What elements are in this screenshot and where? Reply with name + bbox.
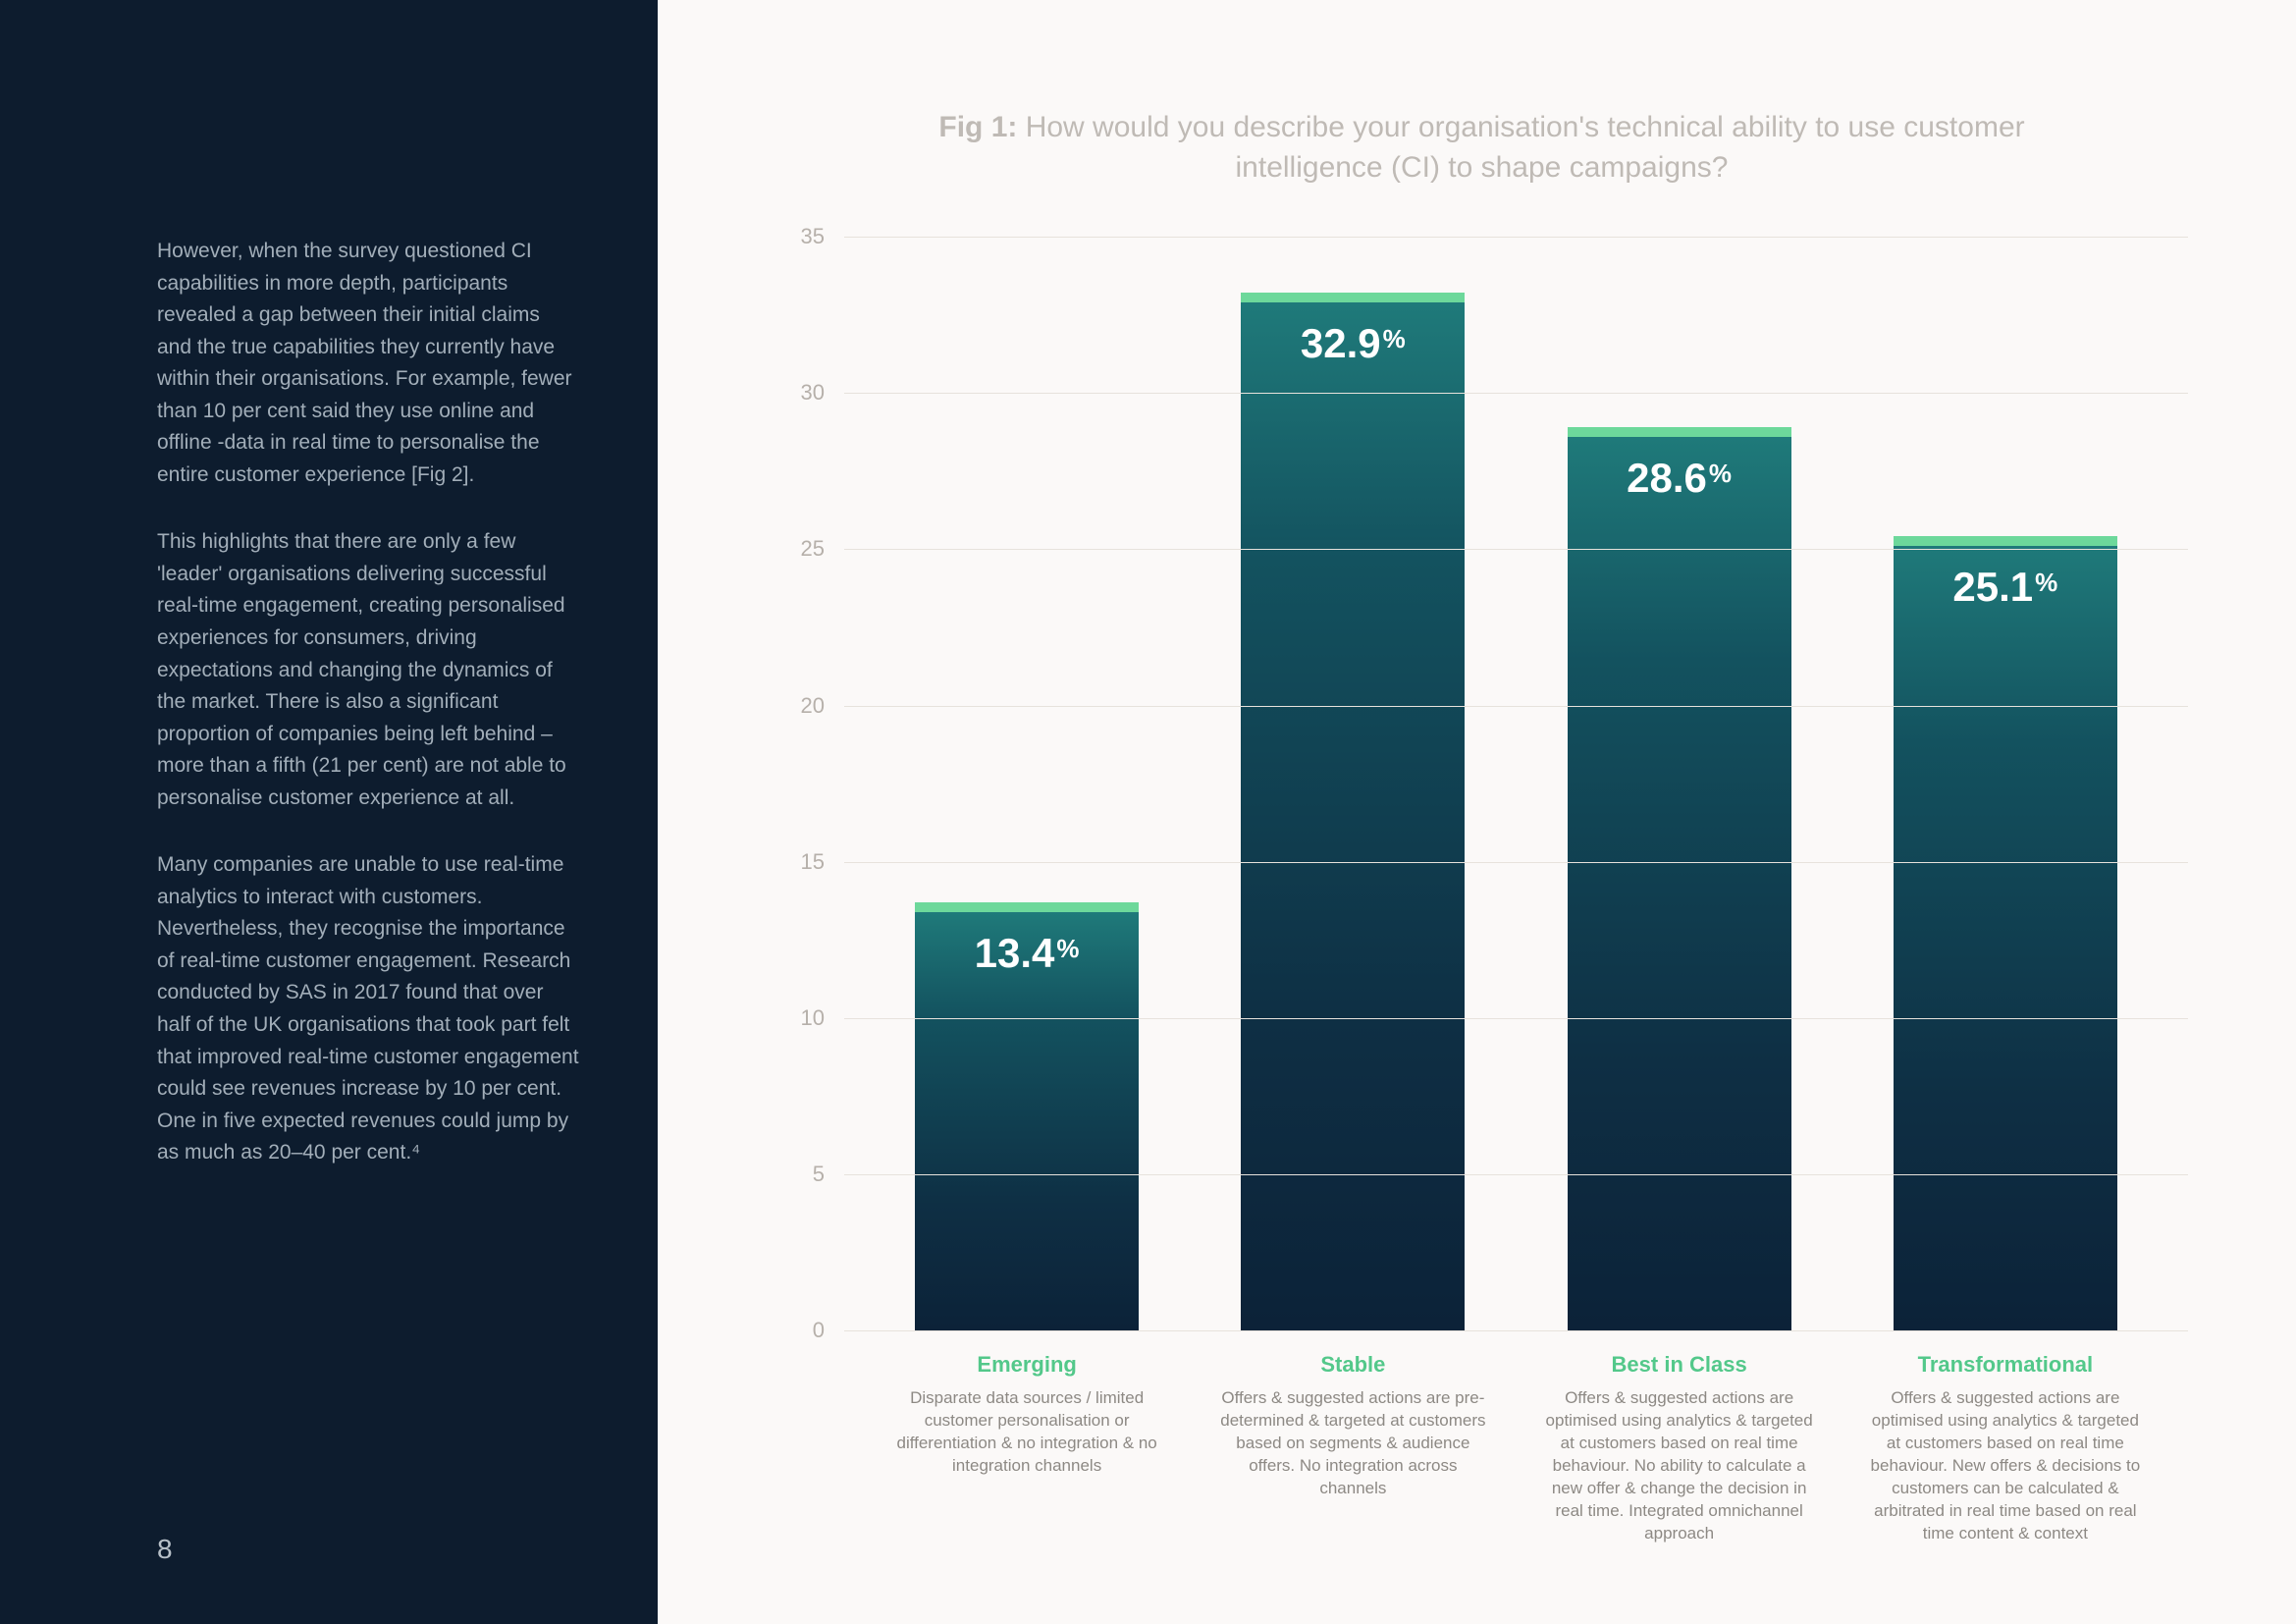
x-category: Emerging Disparate data sources / limited… [883,1352,1170,1545]
bar-value-label: 25.1% [1894,564,2117,611]
category-title: Best in Class [1535,1352,1822,1378]
gridline [844,1330,2188,1331]
x-category: Best in Class Offers & suggested actions … [1535,1352,1822,1545]
report-page: However, when the survey questioned CI c… [0,0,2296,1624]
bars-container: 13.4% 32.9% 28.6% 25.1% [844,237,2188,1330]
y-tick-label: 0 [813,1318,825,1343]
paragraph-2: This highlights that there are only a fe… [157,526,579,814]
y-tick-label: 5 [813,1162,825,1187]
category-title: Stable [1209,1352,1496,1378]
figure-panel: Fig 1: How would you describe your organ… [658,0,2296,1624]
x-category: Stable Offers & suggested actions are pre… [1209,1352,1496,1545]
bar: 13.4% [915,912,1139,1331]
y-tick-label: 15 [801,849,825,875]
category-title: Emerging [883,1352,1170,1378]
paragraph-3: Many companies are unable to use real-ti… [157,849,579,1168]
bar-column: 28.6% [1535,237,1822,1330]
bar: 28.6% [1568,437,1791,1331]
gridline [844,1018,2188,1019]
gridline [844,862,2188,863]
bar: 32.9% [1241,302,1465,1331]
category-description: Offers & suggested actions are pre-deter… [1209,1387,1496,1500]
bar-value-label: 28.6% [1568,455,1791,502]
figure-title: Fig 1: How would you describe your organ… [775,108,2188,188]
gridline [844,706,2188,707]
gridline [844,237,2188,238]
bar-cap [1241,293,1465,302]
y-axis: 05101520253035 [775,237,844,1330]
category-description: Disparate data sources / limited custome… [883,1387,1170,1478]
page-number: 8 [157,1534,579,1565]
bar-value-label: 13.4% [915,930,1139,977]
y-tick-label: 25 [801,536,825,562]
bar: 25.1% [1894,546,2117,1330]
category-description: Offers & suggested actions are optimised… [1862,1387,2149,1545]
body-text-block: However, when the survey questioned CI c… [157,236,579,1205]
bar-cap [1894,536,2117,546]
gridline [844,549,2188,550]
bar-value-label: 32.9% [1241,320,1465,367]
gridline [844,393,2188,394]
gridline [844,1174,2188,1175]
paragraph-1: However, when the survey questioned CI c… [157,236,579,491]
bar-column: 13.4% [883,237,1170,1330]
figure-title-text: How would you describe your organisation… [1017,111,2024,184]
bar-column: 25.1% [1862,237,2149,1330]
y-tick-label: 10 [801,1005,825,1031]
left-sidebar-panel: However, when the survey questioned CI c… [0,0,658,1624]
y-tick-label: 20 [801,693,825,719]
bar-cap [915,902,1139,912]
plot-area: 05101520253035 13.4%32.9%28.6%25.1% [775,237,2188,1330]
bar-cap [1568,427,1791,437]
y-tick-label: 30 [801,380,825,406]
y-tick-label: 35 [801,224,825,249]
category-description: Offers & suggested actions are optimised… [1535,1387,1822,1545]
x-category: Transformational Offers & suggested actio… [1862,1352,2149,1545]
x-axis: Emerging Disparate data sources / limited… [775,1330,2188,1545]
category-title: Transformational [1862,1352,2149,1378]
bar-column: 32.9% [1209,237,1496,1330]
bar-chart: 05101520253035 13.4%32.9%28.6%25.1% Emer… [775,237,2188,1545]
figure-label: Fig 1: [938,111,1017,143]
